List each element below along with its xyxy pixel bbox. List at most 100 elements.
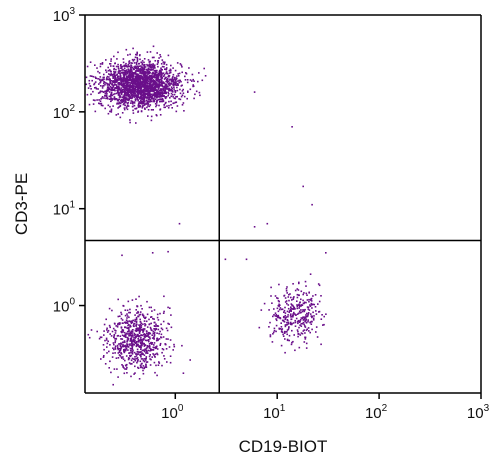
event-dot: [131, 346, 134, 349]
event-dot: [146, 100, 149, 103]
event-dot: [140, 339, 142, 341]
event-dot: [300, 311, 302, 314]
event-dot: [144, 336, 146, 339]
event-dot: [131, 336, 133, 338]
event-dot: [120, 353, 123, 355]
event-dot: [116, 326, 119, 328]
event-dot: [164, 91, 167, 93]
event-dot: [121, 112, 124, 114]
event-dot: [145, 332, 148, 335]
event-dot: [135, 355, 138, 357]
event-dot: [107, 112, 110, 115]
event-dot: [146, 75, 148, 78]
event-dot: [139, 345, 142, 347]
event-dot: [304, 338, 307, 340]
event-dot: [133, 332, 136, 335]
event-dot: [133, 344, 135, 346]
event-dot: [111, 88, 114, 91]
event-dot: [300, 332, 303, 334]
event-dot: [168, 72, 171, 74]
event-dot: [279, 328, 282, 330]
event-dot: [150, 316, 152, 318]
event-dot: [88, 336, 91, 339]
event-dot: [109, 326, 111, 329]
event-dot: [109, 81, 112, 83]
event-dot: [140, 344, 143, 346]
event-dot: [167, 338, 169, 340]
event-dot: [110, 65, 112, 67]
event-dot: [137, 67, 139, 70]
y-tick-label: 103: [53, 6, 76, 25]
event-dot: [321, 314, 323, 316]
event-dot: [165, 87, 168, 89]
event-dot: [133, 66, 136, 69]
event-dot: [281, 330, 283, 333]
event-dot: [149, 51, 152, 53]
event-dot: [120, 81, 122, 84]
event-dot: [139, 91, 142, 93]
event-dot: [288, 334, 291, 337]
event-dot: [154, 86, 157, 88]
event-dot: [197, 80, 199, 83]
event-dot: [182, 372, 185, 374]
event-dot: [152, 64, 154, 66]
event-dot: [131, 74, 133, 76]
event-dot: [159, 72, 162, 74]
event-dot: [106, 329, 108, 331]
event-dot: [147, 94, 149, 97]
event-dot: [127, 102, 129, 104]
event-dot: [192, 85, 194, 88]
event-dot: [137, 65, 139, 68]
event-dot: [147, 92, 150, 94]
event-dot: [107, 69, 110, 72]
event-dot: [129, 53, 131, 56]
event-dot: [132, 103, 134, 105]
event-dot: [173, 76, 176, 79]
event-dot: [123, 71, 126, 74]
event-dot: [168, 82, 171, 84]
event-dot: [134, 314, 136, 316]
event-dot: [282, 335, 285, 337]
event-dot: [145, 365, 147, 368]
event-dot: [105, 95, 108, 97]
event-dot: [178, 222, 181, 225]
event-dot: [296, 329, 299, 331]
event-dot: [151, 96, 153, 98]
event-dot: [143, 71, 146, 74]
event-dot: [170, 64, 172, 67]
event-dot: [156, 90, 159, 92]
event-dot: [147, 73, 149, 76]
event-dot: [150, 341, 152, 344]
event-dot: [112, 80, 115, 82]
event-dot: [287, 323, 290, 325]
event-dot: [176, 105, 179, 107]
event-dot: [288, 326, 290, 328]
event-dot: [135, 316, 138, 319]
event-dot: [287, 328, 290, 331]
event-dot: [106, 352, 108, 354]
event-dot: [159, 342, 162, 345]
event-dot: [97, 92, 100, 94]
event-dot: [165, 72, 167, 75]
event-dot: [154, 67, 156, 69]
event-dot: [287, 314, 289, 316]
event-dot: [125, 368, 128, 370]
event-dot: [105, 91, 107, 93]
event-dot: [156, 313, 159, 316]
event-dot: [110, 100, 112, 102]
event-dot: [138, 81, 141, 83]
event-dot: [174, 90, 176, 92]
event-dot: [123, 367, 125, 369]
event-dot: [124, 341, 126, 343]
event-dot: [268, 326, 270, 328]
event-dot: [112, 76, 115, 79]
event-dot: [143, 86, 145, 88]
event-dot: [147, 77, 150, 79]
event-dot: [137, 90, 139, 92]
event-dot: [136, 327, 139, 329]
event-dot: [156, 374, 158, 377]
event-dot: [88, 82, 91, 85]
event-dot: [305, 316, 307, 318]
event-dot: [158, 361, 160, 363]
event-dot: [159, 54, 161, 56]
